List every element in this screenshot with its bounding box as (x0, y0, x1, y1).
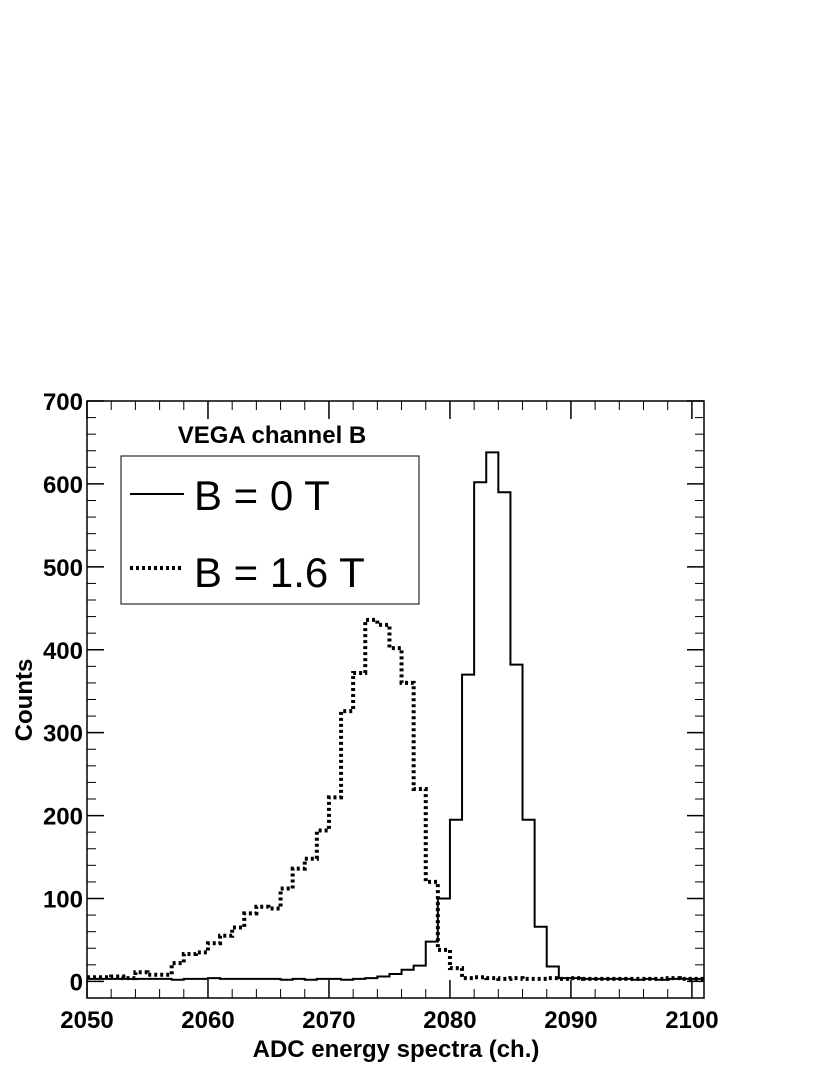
y-tick-label: 100 (43, 887, 83, 914)
series-layer (87, 451, 704, 981)
legend-box (120, 455, 420, 605)
chart-title: VEGA channel B (178, 422, 366, 449)
series-line-1 (87, 617, 704, 981)
y-tick-label: 0 (70, 969, 83, 996)
legend-label-b16: B = 1.6 T (194, 549, 365, 596)
x-tick-label: 2050 (60, 1007, 113, 1034)
y-tick-label: 700 (43, 389, 83, 416)
y-axis-title: Counts (11, 659, 38, 742)
y-tick-label: 600 (43, 472, 83, 499)
y-tick-label: 500 (43, 555, 83, 582)
x-axis: 2050 2060 2070 2080 2090 2100 (60, 401, 719, 1034)
x-tick-label: 2090 (544, 1007, 597, 1034)
y-tick-label: 300 (43, 721, 83, 748)
x-tick-label: 2080 (423, 1007, 476, 1034)
x-tick-label: 2060 (181, 1007, 234, 1034)
x-axis-title: ADC energy spectra (ch.) (253, 1036, 540, 1063)
y-tick-label: 400 (43, 638, 83, 665)
y-tick-label: 200 (43, 804, 83, 831)
y-axis: 0 100 200 300 400 500 600 700 (43, 389, 704, 999)
legend-label-b0: B = 0 T (194, 472, 330, 519)
x-tick-label: 2100 (665, 1007, 718, 1034)
x-tick-label: 2070 (302, 1007, 355, 1034)
